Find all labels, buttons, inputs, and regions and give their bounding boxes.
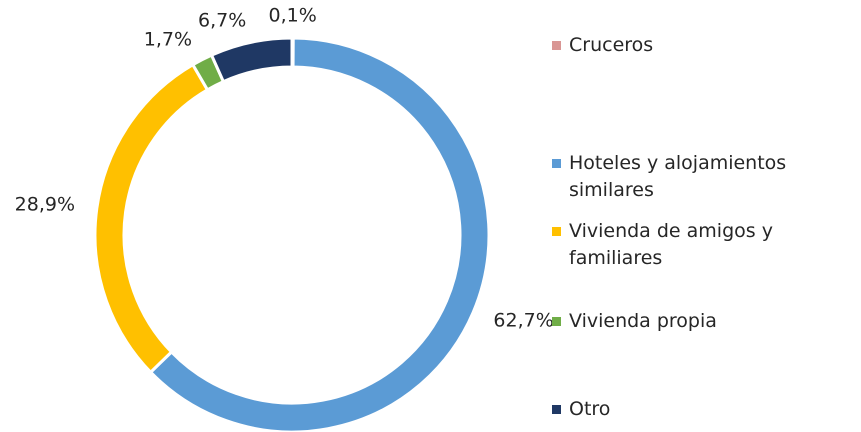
legend-item: Hoteles y alojamientos similares — [552, 150, 852, 204]
donut-segment — [93, 62, 210, 375]
legend-label: Cruceros — [569, 34, 654, 56]
legend-swatch — [552, 41, 561, 50]
legend-label: Vivienda de amigos y familiares — [569, 220, 773, 269]
donut-segment — [148, 36, 491, 432]
donut-segment — [209, 36, 294, 84]
data-label: 6,7% — [198, 9, 246, 31]
data-label: 62,7% — [493, 309, 553, 331]
legend-swatch — [552, 159, 561, 168]
data-label: 0,1% — [269, 5, 317, 27]
legend-item: Vivienda propia — [552, 308, 852, 335]
legend-label: Otro — [569, 398, 611, 420]
legend-label: Vivienda propia — [569, 310, 717, 332]
data-label: 1,7% — [144, 29, 192, 51]
legend-item: Cruceros — [552, 32, 852, 59]
legend-label: Hoteles y alojamientos similares — [569, 152, 787, 201]
legend-item: Vivienda de amigos y familiares — [552, 218, 852, 272]
data-label: 28,9% — [15, 194, 75, 216]
legend-swatch — [552, 227, 561, 236]
legend-swatch — [552, 405, 561, 414]
legend-swatch — [552, 317, 561, 326]
legend-item: Otro — [552, 396, 852, 423]
